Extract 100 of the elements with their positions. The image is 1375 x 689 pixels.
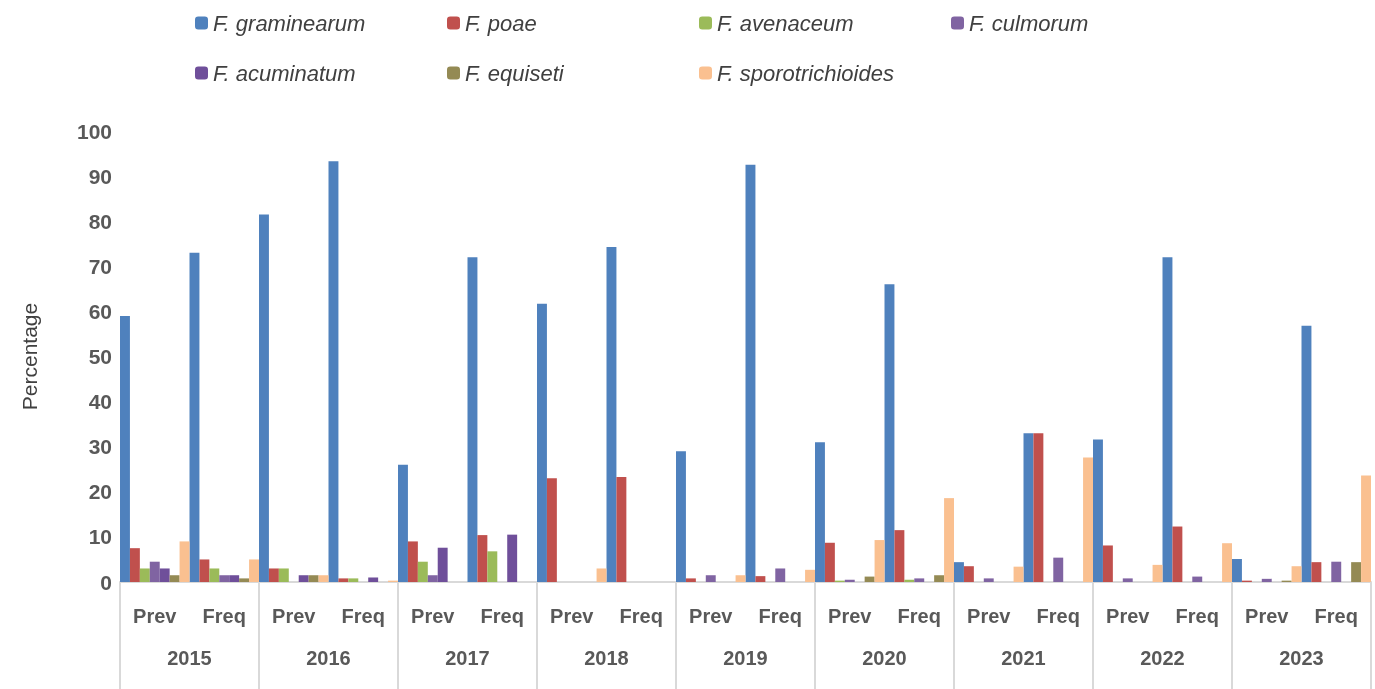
bar [189, 252, 200, 582]
bar [1093, 439, 1103, 582]
legend-label: F. equiseti [465, 60, 565, 86]
bar [1162, 257, 1173, 582]
bar [1172, 526, 1183, 582]
bar [308, 575, 319, 582]
bar [427, 575, 438, 582]
bar [278, 568, 289, 582]
x-tick-label: Freq [758, 605, 802, 627]
text: 2020 [862, 647, 907, 669]
bar [934, 575, 945, 582]
bar [149, 561, 160, 582]
bar [606, 246, 617, 582]
bar [755, 576, 766, 582]
bar [705, 575, 716, 582]
text: 2016 [306, 647, 351, 669]
bar [259, 214, 269, 582]
legend-label: F. acuminatum [213, 60, 356, 86]
bar [298, 575, 309, 582]
bar [348, 578, 359, 582]
bar [616, 476, 627, 582]
text: 2023 [1279, 647, 1324, 669]
bar [437, 547, 448, 582]
bar [477, 535, 488, 582]
bar [1222, 543, 1232, 582]
bar [1033, 433, 1044, 582]
bar [159, 568, 170, 582]
bar [120, 315, 130, 582]
bar [1122, 578, 1133, 582]
bar [209, 568, 220, 582]
text: 2021 [1001, 647, 1046, 669]
x-tick-label: Prev [411, 605, 456, 627]
bar [239, 578, 250, 582]
bar [338, 578, 349, 582]
bar [268, 568, 279, 582]
x-tick-label: Freq [619, 605, 663, 627]
bar [1351, 562, 1362, 582]
bar [318, 575, 329, 582]
bar [1102, 545, 1113, 582]
bar [914, 578, 925, 582]
x-tick-label: Freq [480, 605, 524, 627]
text: 2017 [445, 647, 490, 669]
bar [844, 579, 855, 582]
bar [824, 542, 835, 582]
bar [894, 530, 905, 582]
y-tick-label: 70 [88, 254, 112, 278]
x-tick-label: Freq [341, 605, 385, 627]
y-tick-label: 50 [88, 345, 112, 368]
bar [328, 161, 339, 582]
bar [507, 534, 518, 582]
bar [1331, 561, 1342, 582]
text: 2015 [167, 647, 212, 669]
bar [139, 568, 150, 582]
legend-label: F. culmorum [969, 10, 1089, 36]
bar [368, 577, 379, 582]
legend-label: F. poae [465, 10, 537, 36]
bar [1291, 566, 1302, 582]
bar [1232, 559, 1242, 582]
x-tick-label: Prev [133, 605, 178, 627]
bar [219, 575, 230, 582]
y-tick-label: 60 [88, 299, 112, 323]
bar [596, 568, 607, 582]
y-tick-label: 80 [88, 209, 112, 233]
bar [1152, 564, 1163, 582]
bar [1361, 475, 1371, 582]
bar [169, 575, 180, 582]
text: 2022 [1140, 647, 1185, 669]
y-axis-title: Percentage [18, 302, 41, 411]
y-tick-label: 90 [88, 164, 112, 188]
y-tick-label: 20 [88, 480, 112, 504]
bar [1261, 578, 1272, 582]
bar [1053, 557, 1064, 582]
bar [1192, 576, 1203, 582]
x-tick-label: Freq [202, 605, 246, 627]
legend-label: F. avenaceum [717, 10, 854, 36]
bar [775, 568, 786, 582]
bar [963, 566, 974, 582]
bar [417, 561, 428, 582]
bar [815, 442, 825, 582]
legend-label: F. sporotrichioides [717, 60, 894, 86]
bar [685, 578, 696, 582]
x-tick-label: Freq [1314, 605, 1358, 627]
legend-label: F. graminearum [213, 10, 366, 36]
bar [1023, 433, 1034, 582]
x-tick-label: Freq [897, 605, 941, 627]
bar [954, 562, 964, 582]
bar [467, 257, 478, 582]
bar [874, 540, 885, 582]
bar [884, 284, 895, 582]
y-tick-label: 40 [88, 390, 112, 414]
bar [199, 559, 210, 582]
bar [129, 548, 140, 582]
text: 2018 [584, 647, 629, 669]
bar [676, 451, 686, 582]
x-tick-label: Prev [967, 605, 1012, 627]
x-tick-label: Prev [272, 605, 317, 627]
bar [864, 576, 875, 582]
x-tick-label: Prev [1106, 605, 1151, 627]
x-tick-label: Prev [550, 605, 595, 627]
bar [1013, 566, 1024, 582]
